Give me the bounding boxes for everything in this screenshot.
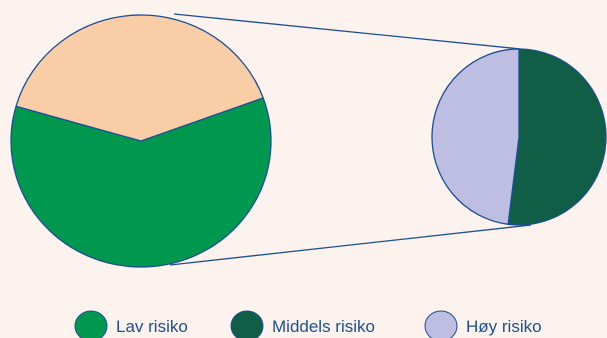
legend: Lav risiko Middels risiko Høy risiko bbox=[74, 310, 542, 338]
legend-label: Høy risiko bbox=[466, 317, 542, 336]
legend-item: Middels risiko bbox=[230, 310, 375, 338]
detail-pie bbox=[431, 48, 607, 226]
legend-label: Lav risiko bbox=[116, 317, 188, 336]
connector-line-top bbox=[173, 13, 522, 50]
detail-pie-slice-2 bbox=[431, 48, 520, 225]
legend-swatch bbox=[230, 310, 264, 338]
legend-item: Lav risiko bbox=[74, 310, 188, 338]
connector-line-bottom bbox=[169, 224, 532, 266]
main-pie-slice-2 bbox=[15, 14, 264, 142]
detail-pie-slice-1 bbox=[507, 48, 607, 226]
main-pie bbox=[10, 14, 272, 268]
connector-lines bbox=[169, 13, 532, 266]
legend-item: Høy risiko bbox=[424, 310, 542, 338]
legend-swatch bbox=[74, 310, 108, 338]
main-pie-slice-1 bbox=[10, 97, 272, 268]
legend-swatch bbox=[424, 310, 458, 338]
legend-label: Middels risiko bbox=[272, 317, 375, 336]
